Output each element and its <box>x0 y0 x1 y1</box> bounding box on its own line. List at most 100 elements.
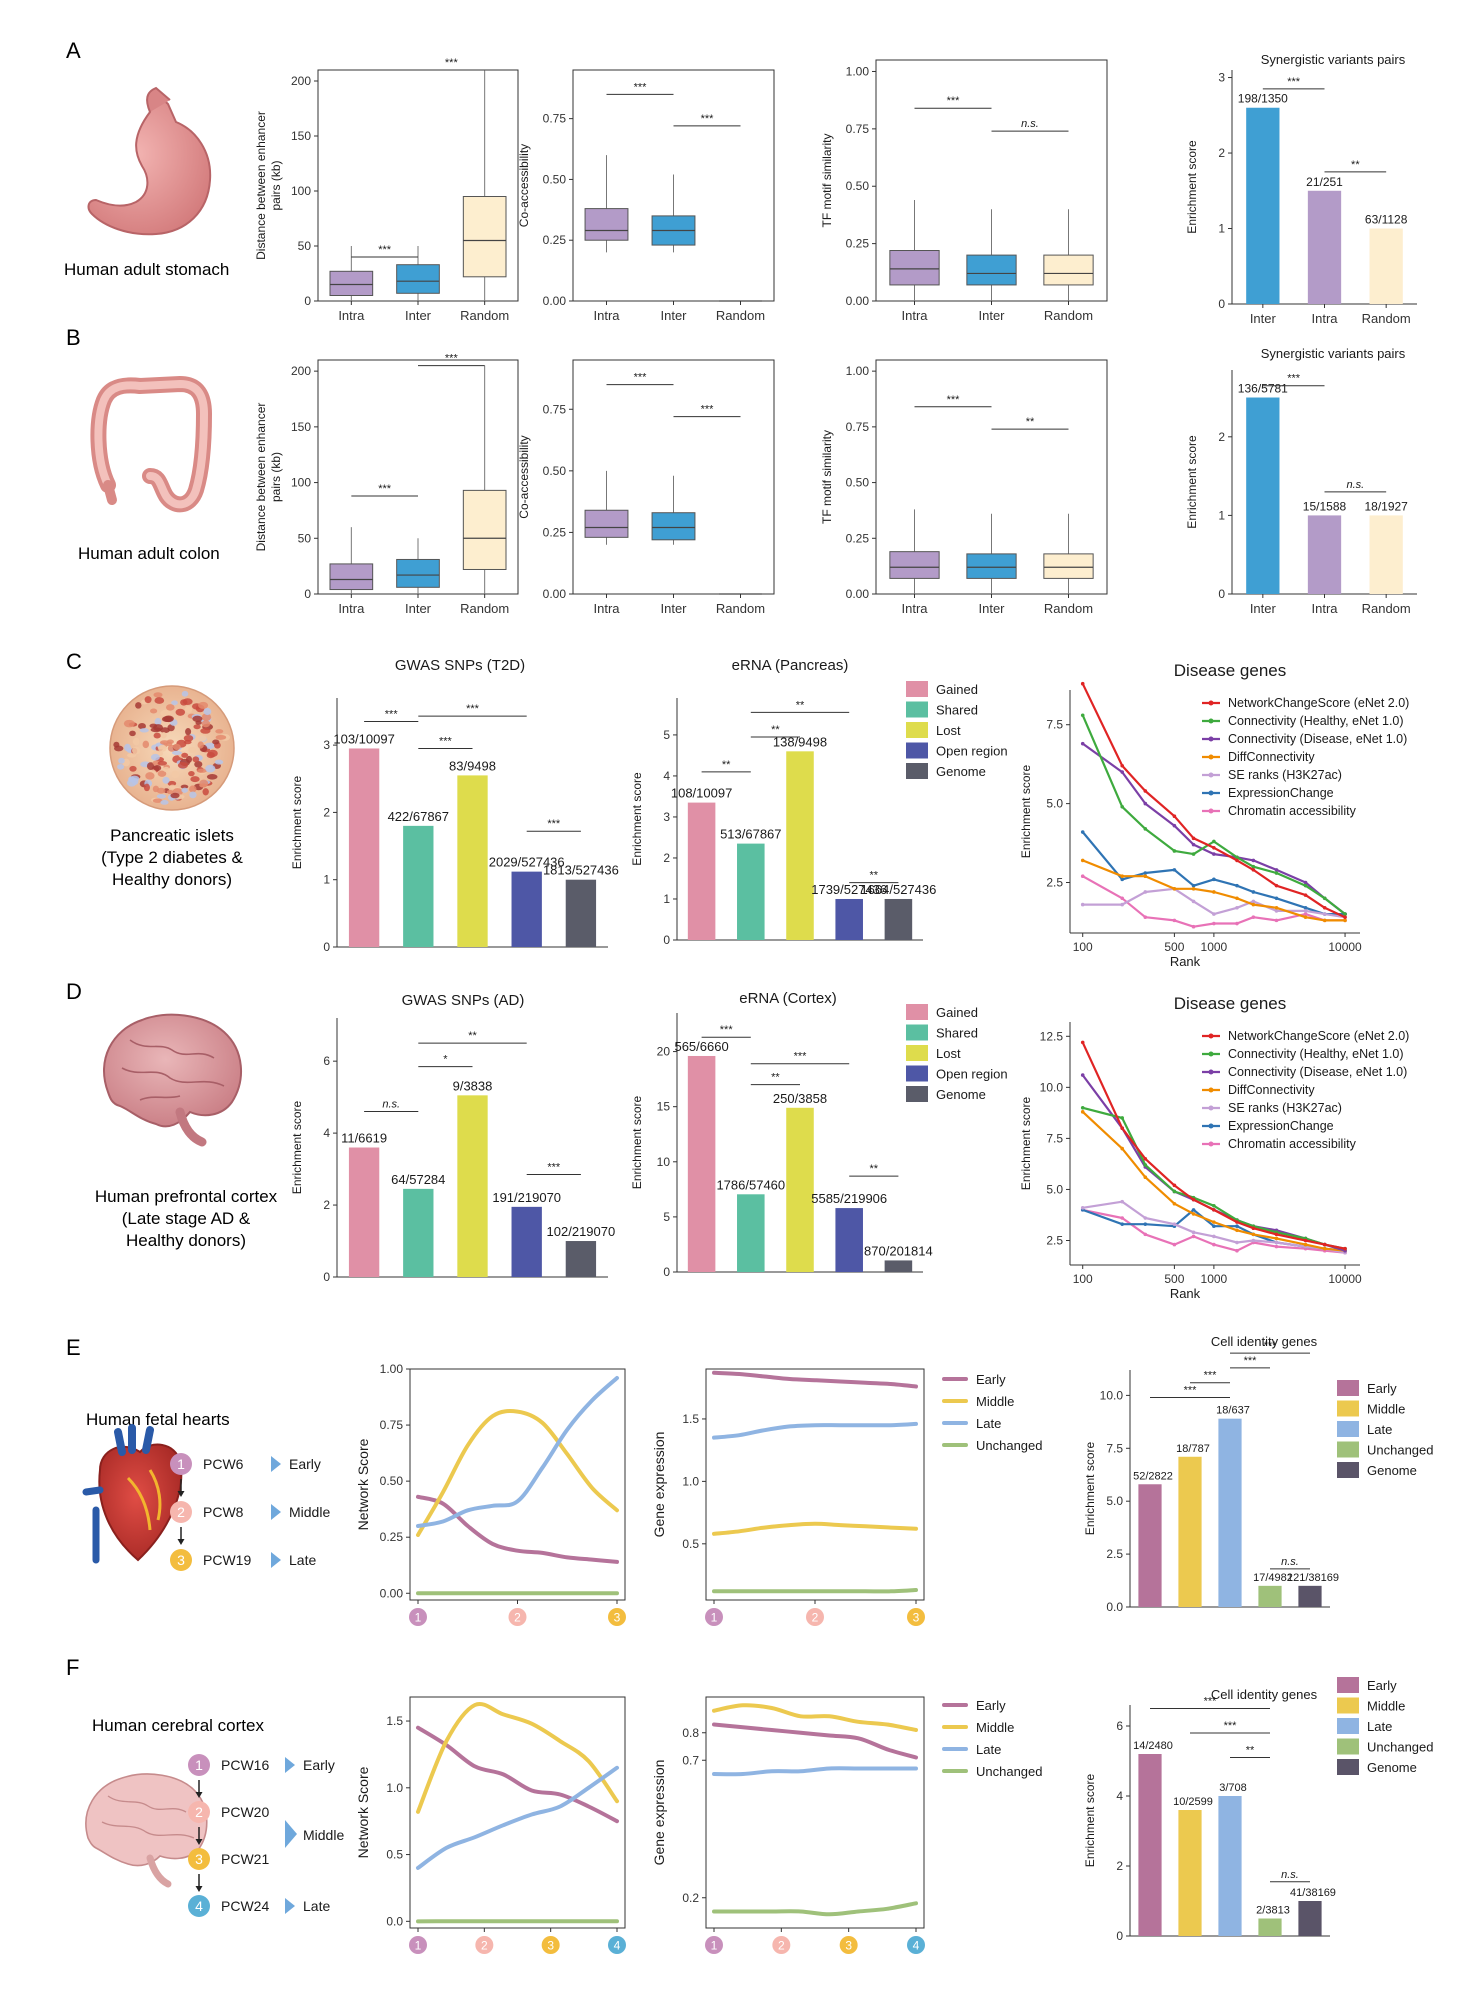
x-axis-label: Rank <box>1170 1286 1201 1301</box>
series-point <box>1191 852 1196 856</box>
legend-label: Connectivity (Healthy, eNet 1.0) <box>1228 714 1404 728</box>
y-tick-label: 0 <box>663 1265 670 1279</box>
islet-cell <box>117 763 125 770</box>
series-point <box>1303 883 1308 888</box>
significance-label: *** <box>466 703 480 715</box>
series-point <box>1251 858 1256 863</box>
bar-lost <box>457 1095 488 1277</box>
legend-swatch <box>906 701 928 718</box>
islet-cell <box>154 717 162 726</box>
cortex-network-score-linechart: 0.0 0.5 1.0 1.5 Network Score 1 2 3 4 <box>355 1696 626 1954</box>
stage-number: 3 <box>177 1552 185 1568</box>
islet-cell <box>160 727 170 734</box>
y-tick-label: 1 <box>663 892 670 906</box>
series-point <box>1080 1073 1085 1077</box>
bar-data-label: 11/6619 <box>341 1131 387 1146</box>
significance-label: n.s. <box>1281 1556 1299 1568</box>
bar-data-label: 83/9498 <box>449 758 496 773</box>
box-random <box>462 489 507 570</box>
islet-cell <box>143 783 150 792</box>
islet-cell <box>169 784 176 790</box>
y-axis-label: Enrichment score <box>1083 1773 1097 1867</box>
stage-marker <box>907 1608 925 1626</box>
y-tick-label: 50 <box>298 531 312 545</box>
series-point <box>1235 855 1239 860</box>
stage-label: Middle <box>303 1827 344 1843</box>
stage-marker-number: 4 <box>913 1939 920 1953</box>
bar-unchanged <box>1258 1585 1282 1607</box>
y-axis-label: Enrichment score <box>1083 1441 1097 1535</box>
bar-data-label: 121/38169 <box>1287 1572 1339 1584</box>
stage-label: Late <box>289 1552 316 1568</box>
significance-label: ** <box>722 759 731 771</box>
series-point <box>1274 1236 1279 1241</box>
series-point <box>1191 883 1196 888</box>
y-tick-label: 5.0 <box>1106 1494 1123 1508</box>
significance-label: n.s. <box>1021 118 1039 130</box>
series-line <box>1081 683 1346 919</box>
series-point <box>1274 1232 1279 1237</box>
legend-label: Chromatin accessibility <box>1228 804 1357 818</box>
stage-label: Early <box>289 1456 321 1472</box>
stage-marker-number: 3 <box>614 1611 621 1625</box>
series-line <box>1082 1200 1346 1254</box>
y-axis-label: Enrichment score <box>630 1095 644 1189</box>
legend-swatch-point <box>1208 1051 1214 1057</box>
legend-swatch <box>1337 1421 1359 1437</box>
bar-data-label: 250/3858 <box>773 1091 827 1106</box>
legend-label: ExpressionChange <box>1228 1119 1334 1133</box>
stage-marker-number: 3 <box>547 1939 554 1953</box>
series-point <box>1143 789 1148 793</box>
legend-label: Late <box>976 1416 1001 1431</box>
series-point <box>1235 1220 1239 1224</box>
bar-data-label: 103/10097 <box>333 731 394 746</box>
significance-label: ** <box>771 724 780 736</box>
stage-circle <box>188 1895 210 1917</box>
y-tick-label: 0.25 <box>543 525 567 539</box>
significance-label: *** <box>634 81 648 93</box>
stomach-illustration <box>87 86 212 236</box>
islet-cell <box>160 709 171 717</box>
series-point <box>1191 1230 1196 1235</box>
x-tick-label: Intra <box>338 308 365 323</box>
series-point <box>1191 1197 1196 1202</box>
colon-distance-boxplot: 0 50 100 150 200 Distance between enhancer pai… <box>254 353 519 616</box>
box-intra <box>889 551 940 579</box>
series-point <box>1251 899 1256 904</box>
stage-pcw-label: PCW21 <box>221 1851 269 1867</box>
legend-swatch-point <box>1208 1123 1214 1129</box>
disease-genes-legend: NetworkChangeScore (eNet 2.0) Connectivit… <box>1202 1029 1409 1151</box>
y-tick-label: 0.50 <box>846 476 870 490</box>
islet-cell <box>161 716 173 723</box>
islet-cell <box>192 715 203 722</box>
legend-label: Late <box>1367 1719 1392 1734</box>
legend-swatch-point <box>1208 736 1214 742</box>
series-point <box>1274 868 1279 872</box>
box-random <box>1043 254 1094 286</box>
y-tick-label: 10.0 <box>1100 1388 1124 1402</box>
y-tick-label: 0 <box>1116 1929 1123 1943</box>
bar-data-label: 2029/527436 <box>489 855 565 870</box>
legend-label: Gained <box>936 682 978 697</box>
y-tick-label: 5 <box>663 728 670 742</box>
islet-cell <box>113 741 120 748</box>
series-line <box>1081 714 1346 915</box>
y-axis-label: Gene expression <box>651 1760 667 1866</box>
chart-title: Synergistic variants pairs <box>1261 52 1406 67</box>
y-tick-label: 200 <box>291 364 311 378</box>
islet-cell <box>181 690 189 697</box>
legend-swatch <box>1337 1718 1359 1734</box>
stage-chevron <box>285 1898 295 1914</box>
y-axis-label: Gene expression <box>651 1432 667 1538</box>
bar-genome <box>1298 1585 1322 1607</box>
series-point <box>1120 1146 1124 1151</box>
legend-label: SE ranks (H3K27ac) <box>1228 1101 1342 1115</box>
islet-cell <box>201 713 212 722</box>
bar-genome <box>884 898 913 940</box>
bar-gained <box>687 802 716 940</box>
bar-data-label: 191/219070 <box>492 1190 561 1205</box>
significance-label: ** <box>1246 1745 1255 1757</box>
stage-marker <box>705 1936 723 1954</box>
y-tick-label: 2 <box>663 851 670 865</box>
stage-marker-number: 4 <box>614 1939 621 1953</box>
